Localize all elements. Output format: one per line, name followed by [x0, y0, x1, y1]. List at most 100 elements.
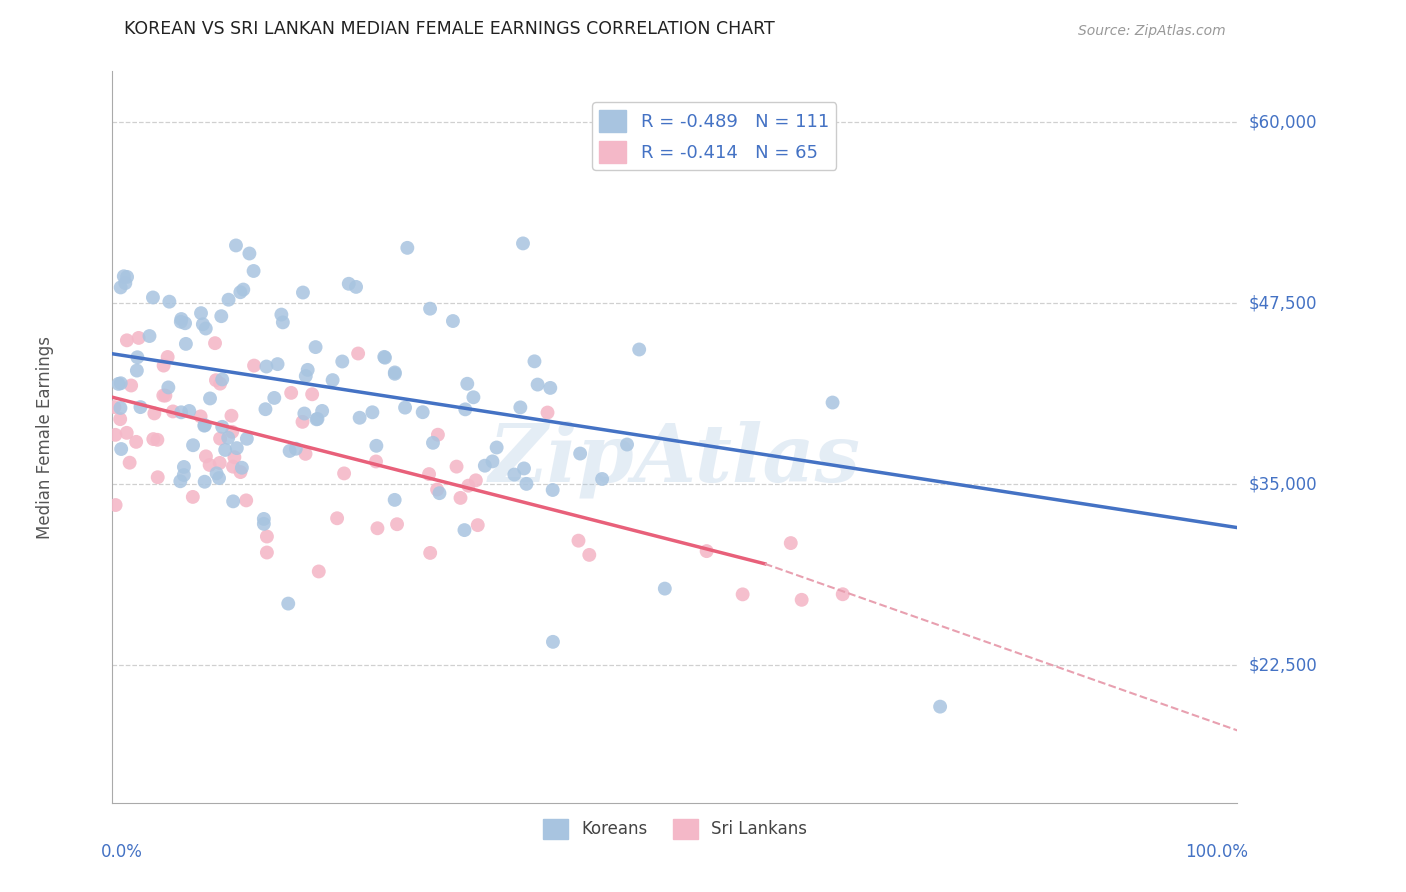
- Point: [304, 340, 326, 354]
- Point: [194, 418, 217, 433]
- Point: [330, 354, 353, 368]
- Point: [221, 425, 243, 439]
- Point: [464, 473, 486, 487]
- Point: [485, 441, 508, 455]
- Point: [512, 236, 534, 251]
- Point: [457, 478, 479, 492]
- Point: [474, 458, 496, 473]
- Point: [291, 415, 314, 429]
- Point: [174, 337, 197, 351]
- Text: 0.0%: 0.0%: [101, 843, 143, 861]
- Point: [326, 511, 349, 525]
- Point: [209, 432, 232, 446]
- Point: [344, 280, 367, 294]
- Point: [463, 390, 485, 404]
- Point: [238, 246, 260, 260]
- Point: [104, 498, 127, 512]
- Point: [229, 465, 252, 479]
- Point: [396, 241, 419, 255]
- Text: $47,500: $47,500: [1249, 294, 1317, 312]
- Point: [142, 290, 165, 304]
- Point: [170, 312, 193, 326]
- Text: ZipAtlas: ZipAtlas: [489, 420, 860, 498]
- Point: [384, 366, 406, 380]
- Point: [384, 367, 406, 381]
- Point: [221, 409, 243, 423]
- Point: [696, 544, 718, 558]
- Point: [129, 400, 152, 414]
- Point: [526, 377, 548, 392]
- Point: [115, 334, 138, 348]
- Point: [194, 321, 217, 335]
- Point: [231, 460, 253, 475]
- Point: [243, 359, 266, 373]
- Point: [143, 406, 166, 420]
- Point: [291, 285, 314, 300]
- Point: [156, 350, 179, 364]
- Point: [278, 444, 301, 458]
- Point: [152, 388, 174, 402]
- Text: $35,000: $35,000: [1249, 475, 1317, 493]
- Point: [194, 475, 217, 489]
- Point: [294, 447, 316, 461]
- Point: [108, 412, 131, 426]
- Point: [114, 276, 136, 290]
- Point: [208, 471, 231, 485]
- Point: [194, 450, 217, 464]
- Point: [779, 536, 801, 550]
- Point: [179, 404, 201, 418]
- Point: [181, 490, 204, 504]
- Point: [373, 350, 395, 364]
- Point: [170, 405, 193, 419]
- Point: [426, 483, 449, 497]
- Text: 100.0%: 100.0%: [1185, 843, 1249, 861]
- Point: [174, 316, 197, 330]
- Point: [569, 446, 592, 460]
- Point: [292, 407, 315, 421]
- Point: [142, 432, 165, 446]
- Point: [218, 293, 240, 307]
- Point: [294, 369, 316, 384]
- Point: [263, 391, 285, 405]
- Point: [305, 412, 328, 426]
- Point: [578, 548, 600, 562]
- Legend: Koreans, Sri Lankans: Koreans, Sri Lankans: [536, 812, 814, 846]
- Point: [205, 373, 228, 387]
- Text: $22,500: $22,500: [1249, 657, 1317, 674]
- Point: [456, 376, 478, 391]
- Point: [821, 395, 844, 409]
- Point: [280, 385, 302, 400]
- Point: [152, 359, 174, 373]
- Point: [929, 699, 952, 714]
- Point: [307, 412, 329, 426]
- Point: [209, 309, 232, 323]
- Point: [236, 432, 259, 446]
- Point: [347, 346, 370, 360]
- Point: [232, 283, 254, 297]
- Point: [115, 425, 138, 440]
- Point: [120, 378, 142, 392]
- Point: [198, 458, 221, 472]
- Point: [204, 336, 226, 351]
- Point: [301, 387, 323, 401]
- Point: [731, 587, 754, 601]
- Point: [110, 401, 132, 415]
- Point: [146, 470, 169, 484]
- Point: [311, 404, 333, 418]
- Point: [125, 363, 148, 377]
- Point: [503, 467, 526, 482]
- Point: [110, 376, 132, 391]
- Point: [441, 314, 464, 328]
- Point: [277, 597, 299, 611]
- Point: [157, 380, 180, 394]
- Point: [361, 405, 384, 419]
- Point: [225, 238, 247, 252]
- Point: [536, 405, 558, 419]
- Point: [270, 308, 292, 322]
- Point: [110, 442, 132, 456]
- Point: [170, 315, 193, 329]
- Point: [337, 277, 360, 291]
- Point: [205, 467, 228, 481]
- Point: [191, 318, 214, 332]
- Point: [271, 315, 294, 329]
